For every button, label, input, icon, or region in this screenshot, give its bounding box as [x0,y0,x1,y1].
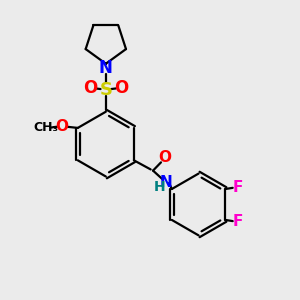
Text: F: F [232,180,243,195]
Text: S: S [99,81,112,99]
Text: CH₃: CH₃ [34,122,59,134]
Text: H: H [154,180,166,194]
Text: O: O [55,119,68,134]
Text: O: O [114,79,128,97]
Text: N: N [99,59,113,77]
Text: N: N [160,176,172,190]
Text: O: O [158,150,171,165]
Text: O: O [83,79,98,97]
Text: F: F [232,214,243,229]
